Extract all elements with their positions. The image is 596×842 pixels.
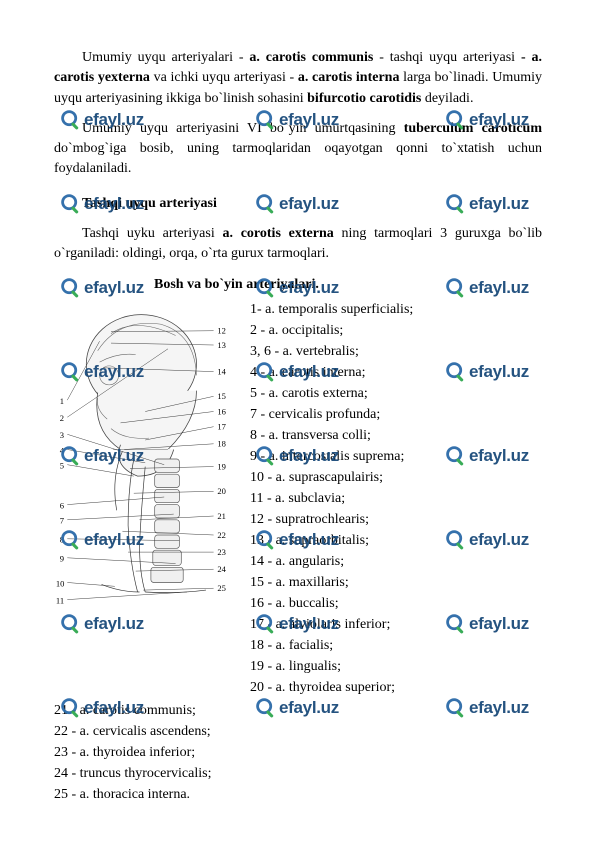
- text: - tashqi uyqu arteriyasi: [379, 50, 521, 65]
- list-item: 5 - a. carotis externa;: [250, 383, 542, 404]
- svg-text:5: 5: [60, 460, 64, 470]
- list-item: 14 - a. angularis;: [250, 551, 542, 572]
- list-item: 24 - truncus thyrocervicalis;: [54, 763, 542, 784]
- svg-text:2: 2: [60, 413, 64, 423]
- svg-text:19: 19: [217, 461, 226, 471]
- svg-text:3: 3: [60, 430, 64, 440]
- watermark-text: efayl.uz: [84, 276, 144, 301]
- figure-list-continued: 21 - a. carotis communis;22 - a. cervica…: [54, 700, 542, 805]
- text: do`mbog`iga bosib, uning tarmoqlaridan o…: [54, 141, 542, 176]
- figure-list: 1- a. temporalis superficialis;2 - a. oc…: [250, 299, 542, 698]
- svg-text:7: 7: [60, 516, 65, 526]
- svg-text:13: 13: [217, 340, 226, 350]
- term: a. carotis communis: [249, 50, 373, 65]
- list-item: 8 - a. transversa colli;: [250, 425, 542, 446]
- list-item: 2 - a. occipitalis;: [250, 320, 542, 341]
- term: a. corotis externa: [222, 226, 333, 241]
- svg-text:23: 23: [217, 547, 226, 557]
- text: Umumiy uyqu arteriyasini VI bo`yin umurt…: [82, 121, 404, 136]
- svg-text:15: 15: [217, 391, 226, 401]
- text: va ichki uyqu arteriyasi -: [154, 70, 298, 85]
- svg-text:18: 18: [217, 439, 226, 449]
- svg-text:24: 24: [217, 564, 226, 574]
- term: a. carotis interna: [298, 70, 400, 85]
- svg-text:14: 14: [217, 366, 226, 376]
- list-item: 23 - a. thyroidea inferior;: [54, 742, 542, 763]
- svg-text:11: 11: [56, 595, 64, 605]
- svg-text:1: 1: [60, 396, 64, 406]
- list-item: 12 - supratrochlearis;: [250, 509, 542, 530]
- figure-caption: Bosh va bo`yin arteriyalari.: [154, 275, 542, 295]
- list-item: 18 - a. facialis;: [250, 635, 542, 656]
- list-item: 15 - a. maxillaris;: [250, 572, 542, 593]
- list-item: 22 - a. cervicalis ascendens;: [54, 721, 542, 742]
- svg-text:25: 25: [217, 583, 226, 593]
- list-item: 11 - a. subclavia;: [250, 488, 542, 509]
- svg-text:9: 9: [60, 554, 64, 564]
- anatomy-illustration: 12 13 14 15 16 17 18 19 20 21 22 23 24 2…: [54, 307, 244, 618]
- list-item: 17 - a. alviolaris inferior;: [250, 614, 542, 635]
- svg-text:12: 12: [217, 326, 226, 336]
- list-item: 25 - a. thoracica interna.: [54, 784, 542, 805]
- svg-text:8: 8: [60, 535, 64, 545]
- svg-text:4: 4: [60, 445, 65, 455]
- list-item: 19 - a. lingualis;: [250, 656, 542, 677]
- svg-text:6: 6: [60, 500, 65, 510]
- list-item: 16 - a. buccalis;: [250, 593, 542, 614]
- watermark: efayl.uz: [60, 276, 144, 301]
- svg-text:16: 16: [217, 406, 226, 416]
- text: deyiladi.: [425, 91, 474, 106]
- list-item: 21 - a. carotis communis;: [54, 700, 542, 721]
- text: Umumiy uyqu arteriyalari -: [82, 50, 249, 65]
- svg-text:21: 21: [217, 511, 226, 521]
- list-item: 1- a. temporalis superficialis;: [250, 299, 542, 320]
- list-item: 13 - a. supraorbitalis;: [250, 530, 542, 551]
- svg-text:17: 17: [217, 422, 226, 432]
- list-item: 20 - a. thyroidea superior;: [250, 677, 542, 698]
- list-item: 9 - a. intercostalis suprema;: [250, 446, 542, 467]
- list-item: 4 - a. carotis interna;: [250, 362, 542, 383]
- list-item: 3, 6 - a. vertebralis;: [250, 341, 542, 362]
- intro-paragraph-2: Umumiy uyqu arteriyasini VI bo`yin umurt…: [54, 119, 542, 180]
- section-heading: Tashqi uyqu arteriyasi: [82, 194, 542, 214]
- svg-text:20: 20: [217, 486, 226, 496]
- list-item: 10 - a. suprascapulairis;: [250, 467, 542, 488]
- intro-paragraph-1: Umumiy uyqu arteriyalari - a. carotis co…: [54, 48, 542, 109]
- term: tuberculum caroticum: [404, 121, 542, 136]
- magnifier-icon: [60, 277, 82, 299]
- magnifier-icon: [60, 193, 82, 215]
- text: Tashqi uyku arteriyasi: [82, 226, 222, 241]
- svg-text:10: 10: [56, 578, 65, 588]
- term: bifurcotio carotidis: [307, 91, 421, 106]
- list-item: 7 - cervicalis profunda;: [250, 404, 542, 425]
- figure-row: 12 13 14 15 16 17 18 19 20 21 22 23 24 2…: [54, 299, 542, 698]
- svg-text:22: 22: [217, 530, 226, 540]
- section-paragraph: Tashqi uyku arteriyasi a. corotis extern…: [54, 224, 542, 265]
